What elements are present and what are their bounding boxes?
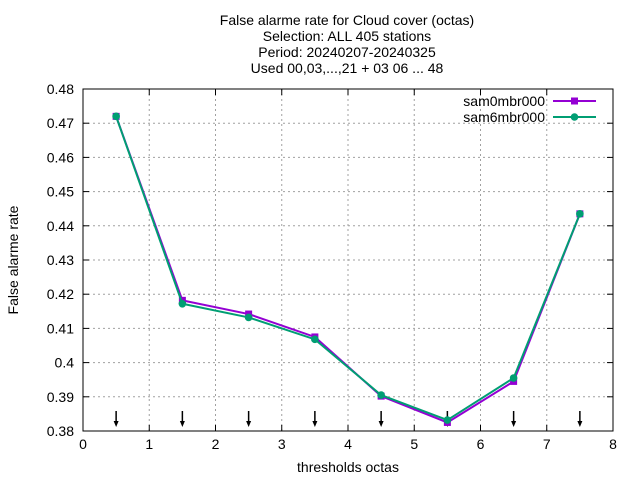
x-tick-label: 6 [477, 436, 485, 452]
series-line [115, 116, 581, 422]
legend-swatch-marker [571, 97, 578, 105]
data-point [443, 416, 452, 424]
y-tick-labels: 0.38 0.39 0.4 0.41 0.42 0.43 0.44 0.45 0.46 0.47 0… [47, 81, 613, 439]
x-tick-label: 7 [543, 436, 551, 452]
y-tick-label: 0.48 [47, 81, 74, 97]
y-tick-label: 0.4 [55, 355, 75, 371]
y-tick-label: 0.43 [47, 252, 74, 268]
data-point [377, 391, 385, 399]
grid-lines [83, 89, 613, 431]
x-axis-label: thresholds octas [297, 459, 399, 475]
x-tick-label: 2 [212, 436, 220, 452]
legend-label: sam6mbr000 [463, 109, 545, 125]
threshold-arrow [577, 411, 583, 427]
x-tick-label: 0 [79, 436, 87, 452]
legend-entry: sam6mbr000 [463, 109, 596, 125]
title-line: False alarme rate for Cloud cover (octas… [220, 12, 474, 28]
y-tick-label: 0.38 [47, 423, 74, 439]
x-tick-labels: 0 1 2 3 4 5 6 7 8 [79, 89, 617, 452]
x-tick-label: 1 [145, 436, 153, 452]
x-tick-label: 8 [609, 436, 617, 452]
y-tick-label: 0.39 [47, 389, 74, 405]
y-tick-label: 0.47 [47, 115, 74, 131]
legend-swatch-marker [570, 113, 579, 121]
threshold-arrow [312, 411, 318, 427]
data-point [178, 299, 187, 308]
x-tick-label: 4 [344, 436, 352, 452]
legend-label: sam0mbr000 [463, 93, 545, 109]
x-tick-label: 3 [278, 436, 286, 452]
data-point [311, 335, 319, 344]
y-tick-label: 0.41 [47, 320, 74, 336]
y-tick-label: 0.46 [47, 149, 74, 165]
y-tick-label: 0.44 [47, 218, 74, 234]
series-sam6mbr000 [112, 112, 584, 424]
threshold-arrow [246, 411, 252, 427]
threshold-arrow [511, 411, 517, 427]
threshold-arrow [179, 411, 185, 427]
data-point [112, 112, 120, 121]
y-axis-label: False alarme rate [5, 205, 21, 314]
title-line: Used 00,03,...,21 + 03 06 ... 48 [251, 60, 444, 76]
legend-entry: sam0mbr000 [463, 93, 596, 109]
y-tick-label: 0.42 [47, 286, 74, 302]
data-point [509, 374, 518, 382]
series-group [112, 112, 584, 426]
title-line: Period: 20240207-20240325 [258, 44, 436, 60]
title-line: Selection: ALL 405 stations [263, 28, 431, 44]
chart-title: False alarme rate for Cloud cover (octas… [220, 12, 474, 76]
x-tick-label: 5 [410, 436, 418, 452]
data-point [576, 210, 584, 218]
threshold-arrow [378, 411, 384, 427]
threshold-arrow [113, 411, 119, 427]
data-point [244, 313, 253, 322]
y-tick-label: 0.45 [47, 184, 74, 200]
